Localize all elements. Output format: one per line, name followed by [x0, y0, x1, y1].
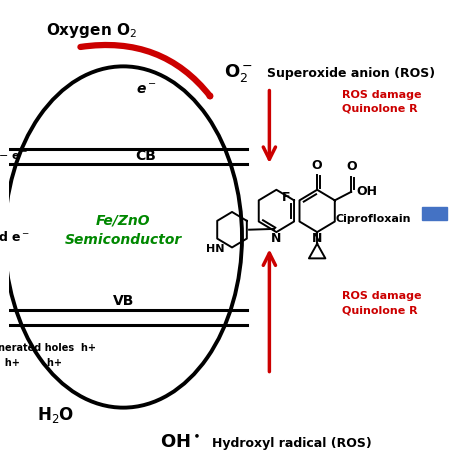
Text: Fe/ZnO
Semiconductor: Fe/ZnO Semiconductor: [64, 213, 182, 246]
Text: HN: HN: [206, 244, 224, 254]
Text: CB: CB: [136, 149, 156, 164]
Text: OH: OH: [357, 185, 378, 198]
Text: $-$ e$^-$: $-$ e$^-$: [0, 151, 28, 162]
Text: Hydroxyl radical (ROS): Hydroxyl radical (ROS): [212, 437, 372, 450]
Text: h+        h+: h+ h+: [0, 357, 62, 368]
Bar: [422, 207, 447, 220]
Text: F: F: [282, 191, 291, 204]
Text: ROS damage
Quinolone R: ROS damage Quinolone R: [342, 292, 422, 315]
Text: O: O: [346, 160, 356, 173]
Text: nerated holes  h+: nerated holes h+: [0, 343, 96, 354]
Text: ROS damage
Quinolone R: ROS damage Quinolone R: [342, 90, 422, 114]
Text: N: N: [312, 232, 322, 245]
Text: Oxygen O$_2$: Oxygen O$_2$: [46, 21, 137, 40]
Text: H$_2$O: H$_2$O: [36, 405, 74, 425]
Text: N: N: [271, 232, 282, 245]
Text: Superoxide anion (ROS): Superoxide anion (ROS): [267, 67, 435, 80]
Text: VB: VB: [113, 294, 134, 308]
Text: Ciprofloxain: Ciprofloxain: [335, 214, 411, 225]
Text: OH$^\bullet$: OH$^\bullet$: [160, 434, 201, 452]
Text: O$_2^-$: O$_2^-$: [224, 63, 253, 84]
FancyArrowPatch shape: [81, 45, 210, 96]
Text: d e$^-$: d e$^-$: [0, 230, 30, 244]
Text: e$^-$: e$^-$: [136, 83, 156, 97]
Text: O: O: [312, 159, 322, 172]
